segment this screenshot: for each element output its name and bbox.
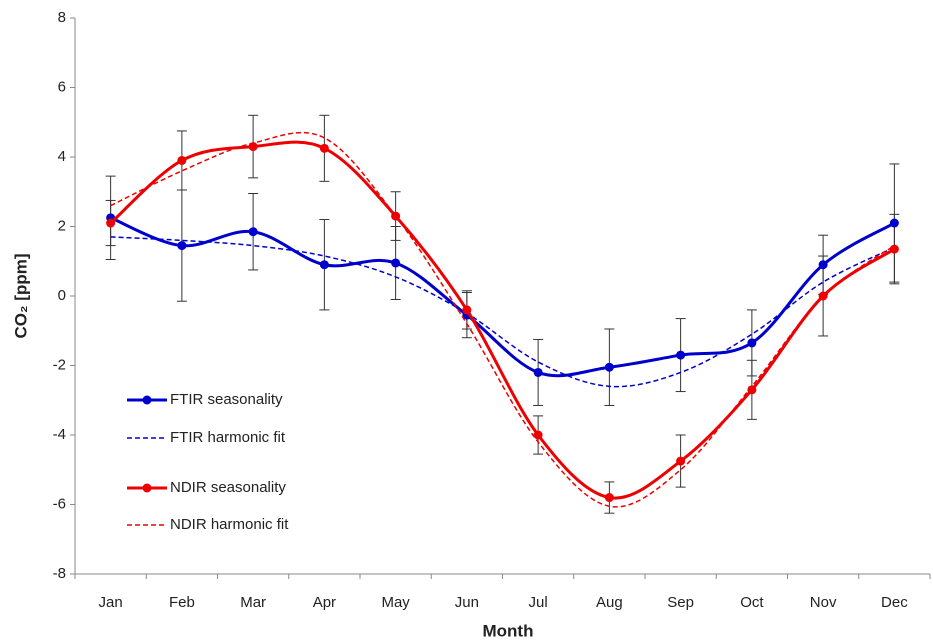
- x-tick-label: Mar: [240, 594, 266, 611]
- series-line: [110, 131, 895, 508]
- x-tick-label: Oct: [740, 594, 764, 611]
- y-tick-label: -4: [53, 426, 66, 443]
- y-tick-label: -2: [53, 356, 66, 373]
- series-line: [110, 216, 896, 378]
- y-tick-label: 0: [58, 287, 66, 304]
- y-tick-label: -6: [53, 495, 66, 512]
- y-tick-label: 8: [58, 9, 66, 26]
- series-line: [110, 236, 895, 388]
- marker: [177, 241, 187, 251]
- marker: [319, 260, 329, 270]
- x-tick-label: Apr: [313, 594, 336, 611]
- marker: [319, 143, 329, 153]
- x-tick-label: Jul: [529, 594, 548, 611]
- y-tick-label: 4: [58, 148, 66, 165]
- x-tick-label: Nov: [810, 594, 837, 611]
- legend-label: FTIR harmonic fit: [170, 429, 286, 446]
- x-tick-label: Sep: [667, 594, 694, 611]
- marker: [747, 385, 757, 395]
- marker: [676, 350, 686, 360]
- y-tick-label: -8: [53, 565, 66, 582]
- x-tick-label: Jun: [455, 594, 479, 611]
- marker: [747, 338, 757, 348]
- x-tick-label: Jan: [99, 594, 123, 611]
- marker: [889, 218, 899, 228]
- marker: [533, 367, 543, 377]
- x-axis-title: Month: [483, 621, 534, 640]
- x-tick-label: Aug: [596, 594, 623, 611]
- legend-marker: [142, 483, 152, 493]
- legend-label: NDIR seasonality: [170, 479, 286, 496]
- marker: [391, 258, 401, 268]
- marker: [604, 493, 614, 503]
- x-tick-label: May: [381, 594, 410, 611]
- x-tick-label: Dec: [881, 594, 908, 611]
- legend-label: FTIR seasonality: [170, 391, 283, 408]
- marker: [676, 456, 686, 466]
- marker: [248, 227, 258, 237]
- marker: [889, 244, 899, 254]
- marker: [818, 260, 828, 270]
- marker: [604, 362, 614, 372]
- marker: [177, 155, 187, 165]
- marker: [533, 430, 543, 440]
- x-tick-label: Feb: [169, 594, 195, 611]
- marker: [106, 218, 116, 228]
- y-tick-label: 6: [58, 78, 66, 95]
- legend-label: NDIR harmonic fit: [170, 516, 289, 533]
- marker: [462, 305, 472, 315]
- legend-marker: [142, 395, 152, 405]
- y-tick-label: 2: [58, 217, 66, 234]
- y-axis-title: CO₂ [ppm]: [11, 254, 30, 339]
